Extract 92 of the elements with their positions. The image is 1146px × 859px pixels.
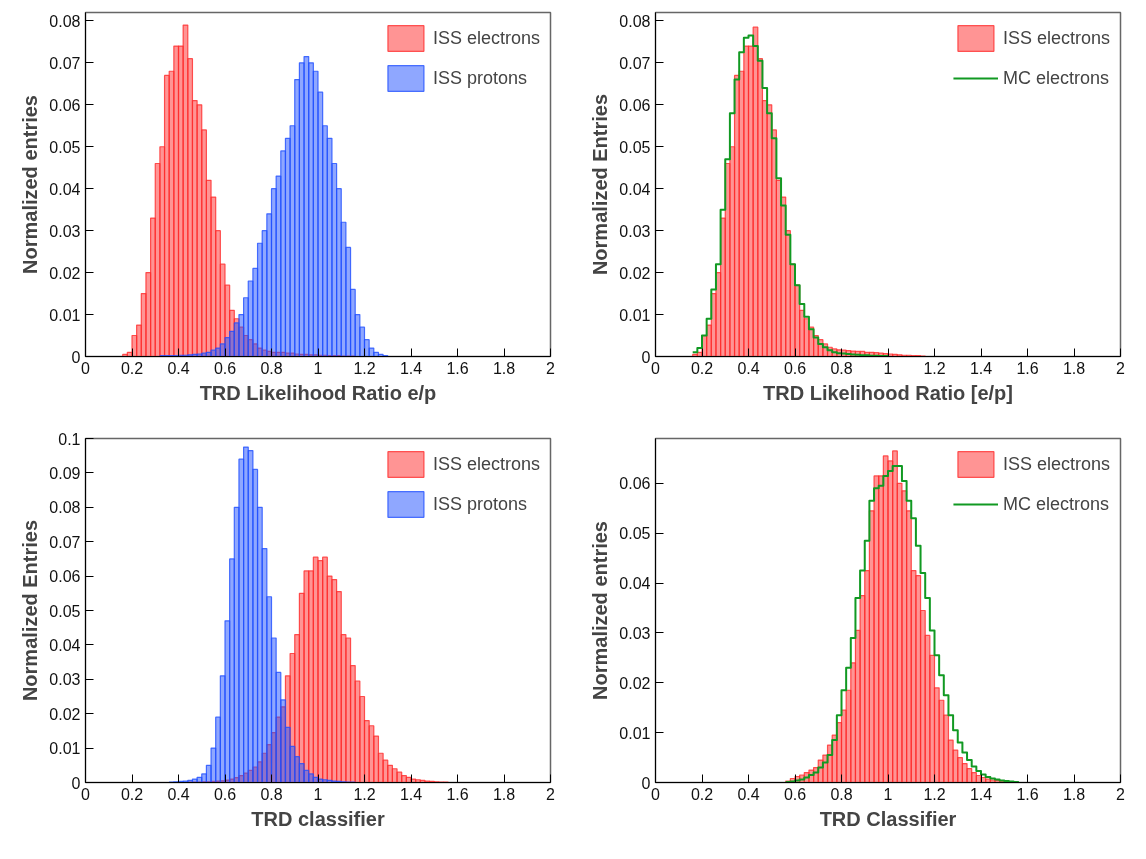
y-tick-label: 0 <box>71 348 81 366</box>
y-tick-label: 0.01 <box>49 740 81 758</box>
x-tick-label: 0.2 <box>120 785 144 803</box>
x-tick-label: 0.6 <box>783 785 807 803</box>
x-tick-label: 0.4 <box>167 785 190 803</box>
y-tick-label: 0 <box>641 348 651 366</box>
y-axis-title: Normalized Entries <box>589 93 612 276</box>
x-tick-label: 0.8 <box>260 359 283 377</box>
legend-label: MC electrons <box>1002 493 1109 515</box>
y-tick-label: 0.07 <box>49 533 81 551</box>
x-tick-label: 1.4 <box>399 785 423 803</box>
x-axis-title: TRD Classifier <box>819 807 957 830</box>
x-tick-label: 1.4 <box>399 359 423 377</box>
x-axis-title: TRD classifier <box>251 807 385 830</box>
x-tick-label: 0.2 <box>690 359 714 377</box>
x-tick-label: 1 <box>313 359 323 377</box>
legend-label: ISS protons <box>432 67 527 89</box>
legend-label: ISS electrons <box>1002 27 1110 49</box>
x-tick-label: 0.2 <box>690 785 714 803</box>
y-tick-label: 0.1 <box>58 430 81 448</box>
x-tick-label: 0.4 <box>167 359 190 377</box>
y-tick-label: 0.05 <box>49 138 81 156</box>
x-tick-label: 0.4 <box>737 359 760 377</box>
x-tick-label: 1.2 <box>353 359 376 377</box>
x-tick-label: 1 <box>883 359 893 377</box>
x-tick-label: 1.4 <box>969 359 993 377</box>
x-tick-label: 0.6 <box>213 785 237 803</box>
y-tick-label: 0.09 <box>49 464 81 482</box>
x-axis-title: TRD Likelihood Ratio e/p <box>199 381 437 404</box>
x-tick-label: 0.8 <box>830 785 853 803</box>
y-tick-label: 0.08 <box>49 499 81 517</box>
x-tick-label: 1.6 <box>1016 785 1039 803</box>
x-tick-label: 1.2 <box>353 785 376 803</box>
y-tick-label: 0.03 <box>49 671 81 689</box>
y-tick-label: 0.07 <box>619 54 651 72</box>
y-axis-title: Normalized Entries <box>19 519 42 702</box>
x-tick-label: 1.4 <box>969 785 993 803</box>
y-tick-label: 0.08 <box>49 12 81 30</box>
x-tick-label: 0.6 <box>213 359 237 377</box>
y-axis-title: Normalized entries <box>19 95 42 274</box>
y-tick-label: 0.04 <box>49 180 81 198</box>
x-tick-label: 1.2 <box>923 785 946 803</box>
x-tick-label: 0.8 <box>830 359 853 377</box>
y-tick-label: 0.01 <box>49 306 81 324</box>
legend-label: ISS electrons <box>432 453 540 475</box>
x-axis-title: TRD Likelihood Ratio [e/p] <box>763 381 1013 404</box>
y-axis-title: Normalized entries <box>589 521 612 700</box>
x-tick-label: 0.2 <box>120 359 144 377</box>
legend-label: MC electrons <box>1002 67 1109 89</box>
y-tick-label: 0.06 <box>619 96 651 114</box>
y-tick-label: 0.01 <box>619 724 651 742</box>
y-tick-label: 0.05 <box>619 525 651 543</box>
y-tick-label: 0.02 <box>619 674 651 692</box>
x-tick-label: 1.8 <box>1062 785 1086 803</box>
x-tick-label: 0.4 <box>737 785 760 803</box>
x-tick-label: 1.8 <box>492 359 516 377</box>
x-tick-label: 1.6 <box>446 359 469 377</box>
y-tick-label: 0.05 <box>619 138 651 156</box>
y-tick-label: 0.02 <box>619 264 651 282</box>
y-tick-label: 0.03 <box>49 222 81 240</box>
y-tick-label: 0.06 <box>49 568 81 586</box>
y-tick-label: 0.07 <box>49 54 81 72</box>
x-tick-label: 1.6 <box>1016 359 1039 377</box>
x-tick-label: 2 <box>1116 785 1126 803</box>
y-tick-label: 0.03 <box>619 222 651 240</box>
x-tick-label: 1 <box>883 785 893 803</box>
legend-label: ISS electrons <box>432 27 540 49</box>
y-tick-label: 0.03 <box>619 624 651 642</box>
x-tick-label: 1.6 <box>446 785 469 803</box>
y-tick-label: 0.05 <box>49 602 81 620</box>
x-tick-label: 2 <box>546 785 556 803</box>
y-tick-label: 0.06 <box>619 475 651 493</box>
x-tick-label: 0.6 <box>783 359 807 377</box>
y-tick-label: 0.08 <box>619 12 651 30</box>
y-tick-label: 0 <box>641 774 651 792</box>
x-tick-label: 2 <box>546 359 556 377</box>
x-tick-label: 1.2 <box>923 359 946 377</box>
y-tick-label: 0.04 <box>49 636 81 654</box>
y-tick-label: 0.01 <box>619 306 651 324</box>
y-tick-label: 0.06 <box>49 96 81 114</box>
y-tick-label: 0.02 <box>49 705 81 723</box>
y-tick-label: 0.04 <box>619 575 651 593</box>
y-tick-label: 0.04 <box>619 180 651 198</box>
legend-label: ISS protons <box>432 493 527 515</box>
y-tick-label: 0 <box>71 774 81 792</box>
x-tick-label: 1 <box>313 785 323 803</box>
x-tick-label: 0.8 <box>260 785 283 803</box>
x-tick-label: 1.8 <box>492 785 516 803</box>
x-tick-label: 1.8 <box>1062 359 1086 377</box>
y-tick-label: 0.02 <box>49 264 81 282</box>
legend-label: ISS electrons <box>1002 453 1110 475</box>
x-tick-label: 2 <box>1116 359 1126 377</box>
